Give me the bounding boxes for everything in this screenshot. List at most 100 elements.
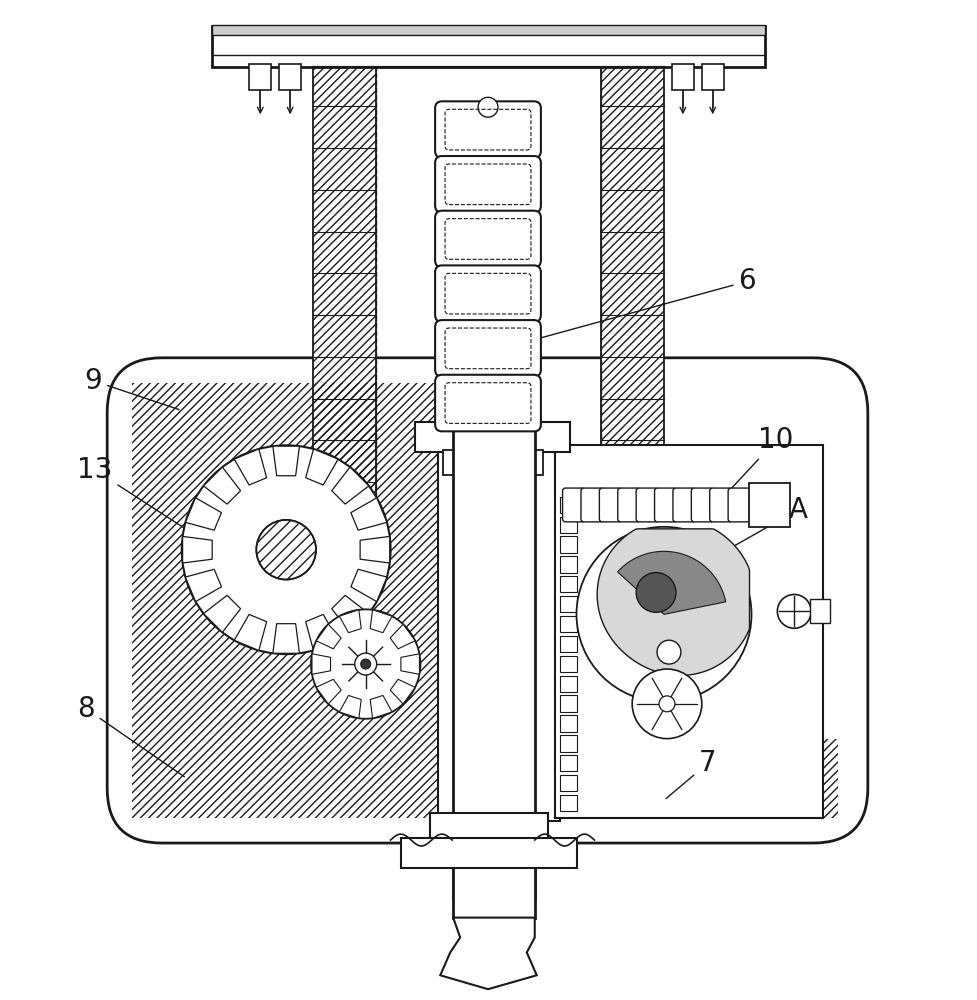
Bar [132,383,441,818]
Circle shape [311,609,420,719]
Bar [560,775,577,791]
Bar [560,656,577,672]
FancyBboxPatch shape [435,375,541,431]
Polygon shape [186,569,222,602]
Circle shape [361,659,370,669]
Bar [560,616,577,632]
Polygon shape [312,654,330,674]
Polygon shape [183,536,212,563]
Circle shape [658,640,681,664]
FancyBboxPatch shape [655,488,677,522]
Polygon shape [203,595,240,632]
Polygon shape [186,498,222,530]
Circle shape [478,97,498,117]
Polygon shape [332,595,368,632]
Circle shape [778,594,811,628]
Bar [555,739,838,818]
Polygon shape [370,695,392,718]
FancyBboxPatch shape [435,320,541,377]
Polygon shape [441,918,536,989]
Bar [560,497,577,513]
FancyBboxPatch shape [435,211,541,267]
Bar [560,636,577,652]
FancyBboxPatch shape [673,488,696,522]
Text: A: A [721,496,807,553]
Polygon shape [273,624,299,653]
Bar [401,838,577,868]
FancyBboxPatch shape [563,488,585,522]
FancyBboxPatch shape [599,488,621,522]
Bar [279,64,301,90]
Text: 13: 13 [77,456,354,638]
Bar [810,599,830,623]
Bar [672,64,694,90]
FancyBboxPatch shape [692,488,714,522]
FancyBboxPatch shape [107,358,868,843]
Polygon shape [361,536,390,563]
FancyBboxPatch shape [636,488,658,522]
Polygon shape [234,449,267,485]
Bar [560,755,577,771]
FancyBboxPatch shape [435,156,541,213]
FancyBboxPatch shape [728,488,750,522]
Polygon shape [306,614,338,650]
Circle shape [632,669,701,739]
Bar [560,556,577,573]
Polygon shape [332,467,368,504]
Bar [560,536,577,553]
Bar [560,735,577,752]
Bar [453,818,534,918]
Polygon shape [317,624,341,649]
Polygon shape [617,551,726,614]
Text: 7: 7 [666,749,716,798]
Polygon shape [339,610,361,633]
Bar [212,26,765,67]
Bar [748,483,790,527]
Circle shape [636,573,676,612]
Text: 10: 10 [721,426,794,500]
Bar [444,450,542,475]
FancyBboxPatch shape [581,488,604,522]
Polygon shape [306,449,338,485]
Polygon shape [273,446,299,476]
Polygon shape [401,654,419,674]
Bar [430,813,548,841]
Bar [560,517,577,533]
Circle shape [355,653,377,675]
Bar [560,715,577,732]
Circle shape [659,696,675,712]
FancyBboxPatch shape [435,265,541,322]
Bar [701,64,724,90]
Polygon shape [351,569,387,602]
Bar [555,445,823,818]
Polygon shape [339,695,361,718]
Polygon shape [203,467,240,504]
Polygon shape [390,679,415,704]
Polygon shape [597,529,749,675]
Circle shape [576,527,751,702]
Polygon shape [390,624,415,649]
Bar [313,67,375,512]
Bar [439,425,560,821]
Bar [212,25,765,35]
Text: 8: 8 [77,695,185,777]
Bar [560,676,577,692]
Bar [560,596,577,612]
Bar [249,64,272,90]
Bar [560,695,577,712]
FancyBboxPatch shape [617,488,640,522]
Bar [602,67,664,512]
Circle shape [182,445,391,654]
Polygon shape [234,614,267,650]
Polygon shape [317,679,341,704]
Text: 9: 9 [84,367,179,410]
Polygon shape [351,498,387,530]
Bar [415,422,570,452]
Polygon shape [370,610,392,633]
Text: 6: 6 [532,267,756,340]
Bar [560,576,577,592]
FancyBboxPatch shape [709,488,732,522]
Bar [560,795,577,811]
Bar [453,422,534,898]
FancyBboxPatch shape [435,101,541,158]
